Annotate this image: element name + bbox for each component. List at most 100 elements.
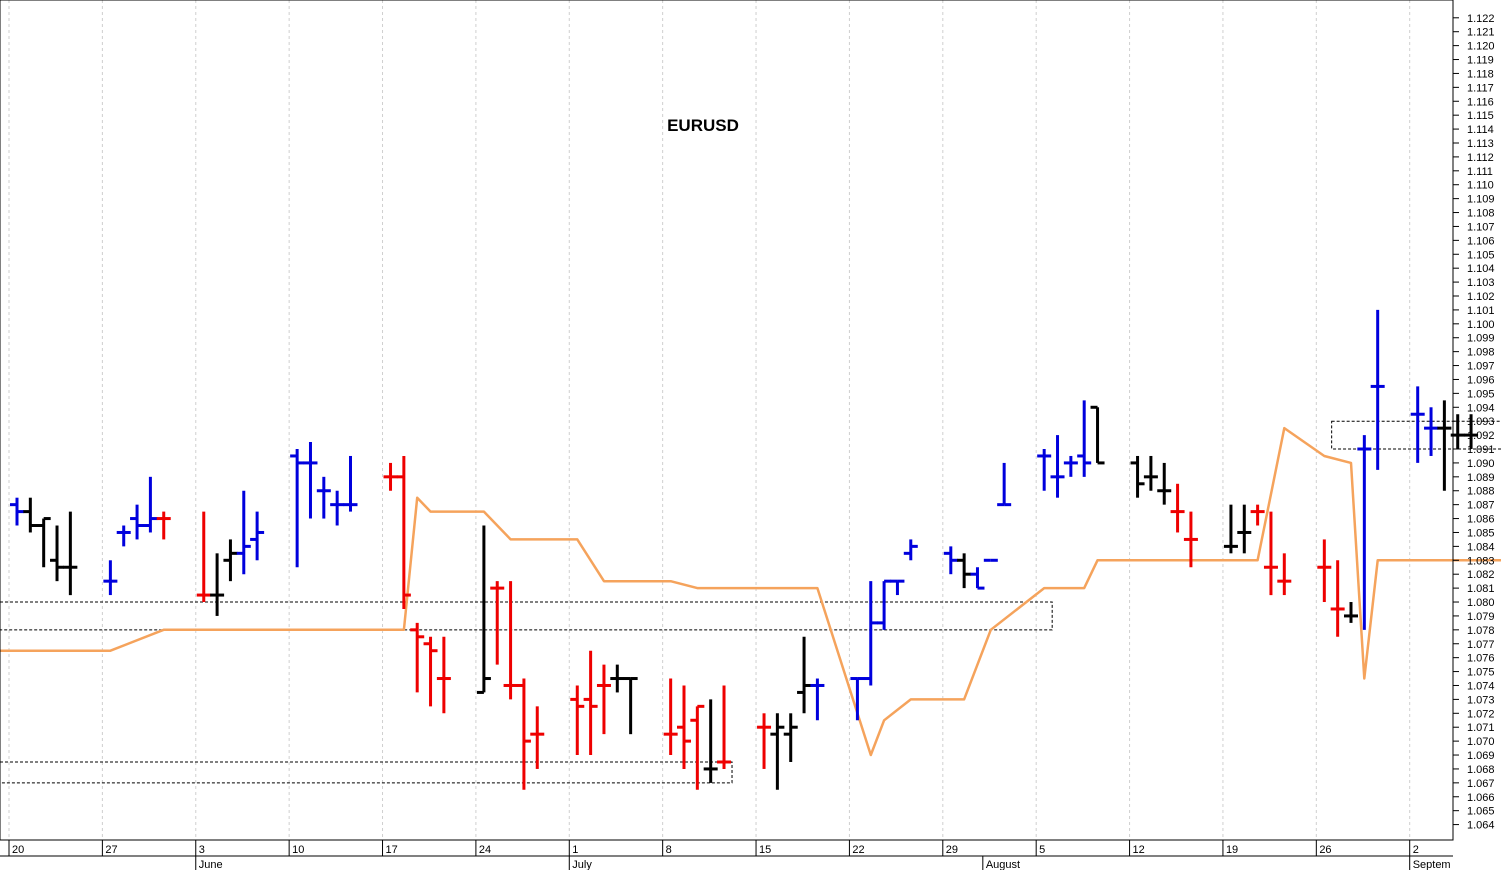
plot-frame [0, 0, 1454, 841]
y-tick-label: 1.083 [1467, 555, 1495, 567]
y-tick-label: 1.093 [1467, 416, 1495, 428]
ohlc-bar [290, 449, 305, 568]
x-tick-label: 5 [1039, 844, 1045, 856]
ohlc-bar [1357, 435, 1372, 630]
ohlc-bar [196, 511, 211, 603]
ohlc-bar [63, 511, 78, 596]
y-tick-label: 1.111 [1467, 166, 1493, 178]
y-tick-label: 1.074 [1467, 680, 1495, 692]
x-tick-label: 10 [292, 844, 304, 856]
y-tick-label: 1.120 [1467, 41, 1495, 53]
y-tick-label: 1.091 [1467, 444, 1495, 456]
y-tick-label: 1.089 [1467, 472, 1495, 484]
ohlc-bar [810, 678, 825, 721]
y-tick-label: 1.114 [1467, 124, 1494, 136]
ohlc-bar [1157, 462, 1172, 505]
range-box [1331, 420, 1501, 450]
range-boxes [0, 420, 1501, 784]
y-tick-label: 1.077 [1467, 639, 1495, 651]
ohlc-bar [1143, 455, 1158, 491]
ohlc-bar [757, 713, 772, 769]
ohlc-bar [890, 579, 905, 596]
y-tick-label: 1.121 [1467, 27, 1495, 39]
ohlc-bar [943, 546, 958, 575]
y-tick-label: 1.088 [1467, 486, 1495, 498]
ohlc-bar [210, 553, 225, 616]
ohlc-bar [850, 677, 865, 721]
y-tick-label: 1.098 [1467, 347, 1495, 359]
y-tick-label: 1.065 [1467, 806, 1495, 818]
x-axis: 20 27 3 10 17 24 1 8 15 22 29 5 12 19 26 2 June July Augus… [0, 840, 1453, 870]
ohlc-bar [623, 677, 638, 735]
indicator-line [0, 426, 1501, 757]
y-tick-label: 1.097 [1467, 361, 1495, 373]
x-tick-label: 24 [479, 844, 491, 856]
ohlc-bar [703, 699, 718, 783]
y-tick-label: 1.080 [1467, 597, 1495, 609]
y-tick-label: 1.099 [1467, 333, 1495, 345]
ohlc-bar [970, 567, 985, 590]
range-box [0, 761, 733, 784]
y-tick-label: 1.103 [1467, 277, 1495, 289]
ohlc-bar [516, 678, 531, 790]
chart-title: EURUSD [667, 116, 739, 135]
y-tick-label: 1.115 [1467, 110, 1494, 122]
ohlc-bar [343, 455, 358, 512]
x-tick-label: 27 [105, 844, 117, 856]
y-tick-label: 1.070 [1467, 736, 1495, 748]
price-bars [10, 309, 1479, 790]
ohlc-bar [1090, 405, 1105, 465]
ohlc-bar [1317, 539, 1332, 603]
ohlc-bar [717, 685, 732, 769]
y-tick-label: 1.072 [1467, 708, 1495, 720]
ohlc-bar [610, 664, 625, 693]
ohlc-bar [1130, 455, 1145, 498]
grid [8, 0, 1411, 840]
y-tick-label: 1.086 [1467, 514, 1495, 526]
month-label: August [986, 859, 1020, 870]
ohlc-bar [690, 704, 705, 790]
ohlc-bar [23, 497, 38, 533]
y-tick-label: 1.095 [1467, 388, 1495, 400]
ohlc-bar [1464, 414, 1479, 450]
ohlc-bar [1330, 560, 1345, 637]
ohlc-bar [530, 706, 545, 769]
y-tick-label: 1.102 [1467, 291, 1495, 303]
ohlc-bar [1344, 602, 1358, 623]
y-tick-label: 1.110 [1467, 180, 1494, 192]
month-label: June [199, 859, 223, 870]
ohlc-bar [250, 511, 265, 561]
ohlc-bar [490, 581, 505, 665]
ohlc-bar [436, 636, 451, 714]
ohlc-bar [1170, 483, 1185, 533]
ohlc-bar [476, 525, 491, 694]
y-tick-label: 1.118 [1467, 68, 1494, 80]
ohlc-bar [330, 490, 345, 526]
ohlc-bar [1050, 435, 1065, 498]
y-tick-label: 1.087 [1467, 500, 1495, 512]
ohlc-bar [596, 664, 611, 735]
x-tick-label: 22 [852, 844, 864, 856]
y-tick-label: 1.100 [1467, 319, 1495, 331]
x-tick-label: 29 [946, 844, 958, 856]
ohlc-bar [1250, 504, 1265, 526]
y-tick-label: 1.082 [1467, 569, 1495, 581]
x-tick-label: 17 [386, 844, 398, 856]
ohlc-bar [677, 685, 691, 769]
ohlc-bar [877, 579, 892, 630]
ohlc-bar [797, 636, 812, 714]
y-tick-label: 1.075 [1467, 667, 1495, 679]
y-tick-label: 1.081 [1467, 583, 1495, 595]
y-tick-label: 1.090 [1467, 458, 1495, 470]
y-tick-label: 1.079 [1467, 611, 1495, 623]
ohlc-bar [503, 581, 518, 700]
ohlc-bar [1263, 511, 1278, 596]
ohlc-bar [1370, 309, 1385, 470]
ohlc-bar [783, 713, 798, 762]
axes [0, 0, 1454, 841]
y-tick-label: 1.119 [1467, 55, 1494, 67]
y-tick-label: 1.104 [1467, 263, 1495, 275]
y-tick-label: 1.112 [1467, 152, 1494, 164]
y-tick-label: 1.076 [1467, 653, 1495, 665]
y-tick-label: 1.073 [1467, 694, 1495, 706]
